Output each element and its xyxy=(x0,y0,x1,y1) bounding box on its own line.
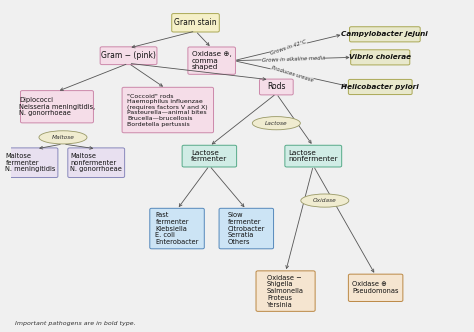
Text: Rods: Rods xyxy=(267,82,285,92)
Text: Oxidase ⊕
Pseudomonas: Oxidase ⊕ Pseudomonas xyxy=(352,282,399,294)
FancyBboxPatch shape xyxy=(20,91,93,123)
Text: Vibrio cholerae: Vibrio cholerae xyxy=(349,54,411,60)
FancyBboxPatch shape xyxy=(349,27,420,42)
Text: Oxidase ⊕,
comma
shaped: Oxidase ⊕, comma shaped xyxy=(192,51,232,70)
Text: "Coccoid" rods
Haemophilus influenzae
(requires factors V and X)
Pasteurella—ani: "Coccoid" rods Haemophilus influenzae (r… xyxy=(128,94,208,126)
Text: Diplococci
Neisseria meningitidis,
N. gonorrhoeae: Diplococci Neisseria meningitidis, N. go… xyxy=(19,97,95,117)
FancyBboxPatch shape xyxy=(351,50,410,65)
FancyBboxPatch shape xyxy=(122,87,213,133)
FancyBboxPatch shape xyxy=(256,271,315,311)
FancyBboxPatch shape xyxy=(172,14,219,32)
Text: Lactose: Lactose xyxy=(265,121,288,126)
FancyBboxPatch shape xyxy=(348,274,403,301)
Text: Grows in 42°C: Grows in 42°C xyxy=(270,39,307,56)
Text: Maltose
nonfermenter
N. gonorrhoeae: Maltose nonfermenter N. gonorrhoeae xyxy=(70,153,122,172)
Ellipse shape xyxy=(301,194,349,207)
Text: Oxidase: Oxidase xyxy=(313,198,337,203)
Text: Campylobacter jejuni: Campylobacter jejuni xyxy=(341,31,428,38)
Text: Produces urease: Produces urease xyxy=(270,65,314,83)
Text: Important pathogens are in bold type.: Important pathogens are in bold type. xyxy=(15,321,136,326)
Text: Slow
fermenter
Citrobacter
Serratia
Others: Slow fermenter Citrobacter Serratia Othe… xyxy=(228,212,265,245)
Text: Maltose: Maltose xyxy=(52,135,74,140)
FancyBboxPatch shape xyxy=(348,79,412,95)
Text: Gram − (pink): Gram − (pink) xyxy=(101,51,156,60)
Text: Lactose
fermenter: Lactose fermenter xyxy=(191,150,228,162)
Text: Fast
fermenter
Klebsiella
E. coli
Enterobacter: Fast fermenter Klebsiella E. coli Entero… xyxy=(155,212,199,245)
FancyBboxPatch shape xyxy=(188,47,236,74)
FancyBboxPatch shape xyxy=(68,148,125,178)
Text: Maltose
fermenter
N. meningitidis: Maltose fermenter N. meningitidis xyxy=(6,153,56,172)
Text: Oxidase −
Shigella
Salmonella
Proteus
Yersinia: Oxidase − Shigella Salmonella Proteus Ye… xyxy=(267,275,304,308)
Ellipse shape xyxy=(39,131,87,144)
Text: Lactose
nonfermenter: Lactose nonfermenter xyxy=(289,150,338,162)
Text: Grows in alkaline media: Grows in alkaline media xyxy=(262,55,325,63)
FancyBboxPatch shape xyxy=(219,208,273,249)
FancyBboxPatch shape xyxy=(150,208,204,249)
Ellipse shape xyxy=(252,117,301,130)
FancyBboxPatch shape xyxy=(285,145,342,167)
Text: Helicobacter pylori: Helicobacter pylori xyxy=(341,84,419,90)
FancyBboxPatch shape xyxy=(259,79,293,95)
Text: Gram stain: Gram stain xyxy=(174,18,217,27)
FancyBboxPatch shape xyxy=(182,145,237,167)
FancyBboxPatch shape xyxy=(3,148,58,178)
FancyBboxPatch shape xyxy=(100,47,157,65)
